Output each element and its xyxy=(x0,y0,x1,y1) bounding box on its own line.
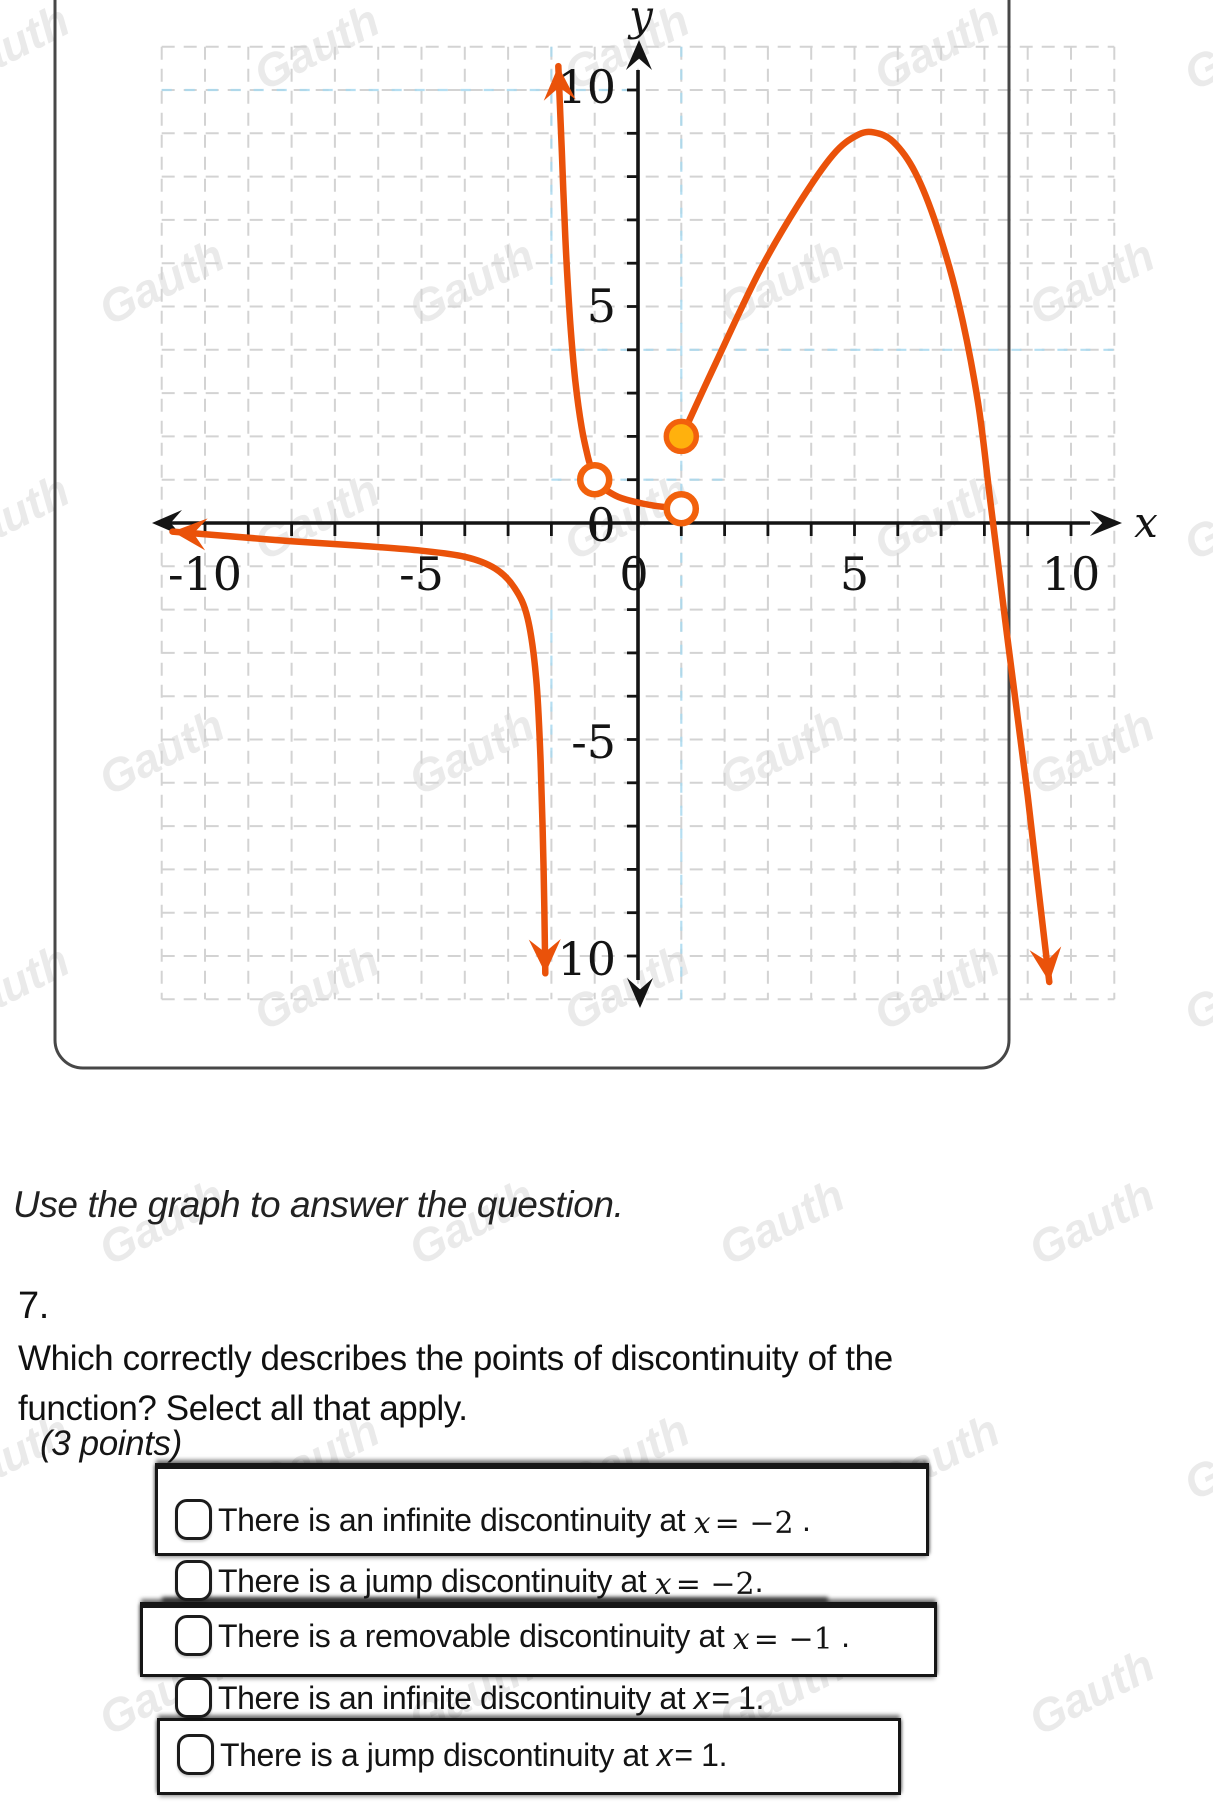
axis-tick-label: 0 xyxy=(586,498,615,552)
axis-tick-label: 5 xyxy=(587,279,616,333)
axis-tick-label: 5 xyxy=(840,547,869,601)
axis-tick-label: 10 xyxy=(557,932,616,986)
option-checkbox-3-unchecked[interactable] xyxy=(175,1614,212,1656)
curve-arrow xyxy=(1029,946,1062,982)
axis-tick-label: 0 xyxy=(619,547,648,601)
gauth-watermark: Gauth xyxy=(1020,1168,1163,1276)
curve-right-piece-from-closed-point xyxy=(684,128,1053,986)
curve-arrow xyxy=(543,66,576,101)
axis-tick-label: -5 xyxy=(571,715,616,769)
axis-tick-label: 10 xyxy=(1042,547,1101,601)
option-checkbox-2-unchecked[interactable] xyxy=(175,1559,212,1601)
axis-tick-label: -10 xyxy=(168,547,242,601)
question-line-2: function? Select all that apply. xyxy=(18,1389,468,1428)
option-row-5[interactable]: There is a jump discontinuity at x= 1. xyxy=(177,1731,727,1777)
option-checkbox-1-unchecked[interactable] xyxy=(175,1498,212,1540)
curve-right-branch-of-asymptote-to-hole xyxy=(555,62,597,479)
axis-tick-label: x xyxy=(1134,498,1158,547)
axis-tick-label: y xyxy=(627,0,654,40)
gauth-watermark: Gauth xyxy=(1020,1638,1163,1746)
gauth-watermark: Gauth xyxy=(710,1168,853,1276)
y-axis-arrow-up xyxy=(626,40,652,70)
option-checkbox-4-unchecked[interactable] xyxy=(175,1676,212,1718)
closed-point xyxy=(663,418,700,455)
option-checkbox-5-unchecked[interactable] xyxy=(177,1733,214,1775)
option-card-1 xyxy=(155,1463,929,1556)
points-label: (3 points) xyxy=(40,1424,182,1463)
curve-left-branch-of-asymptote xyxy=(169,528,549,977)
option-label-5: There is a jump discontinuity at x= 1. xyxy=(220,1736,728,1773)
curve-arrow xyxy=(528,939,561,974)
curve-arrow xyxy=(172,518,208,551)
option-label-2: There is a jump discontinuity at x = −2. xyxy=(218,1562,764,1602)
option-row-2[interactable]: There is a jump discontinuity at x = −2. xyxy=(175,1557,764,1603)
x-axis-arrow-right xyxy=(1090,510,1122,536)
question-text: Which correctly describes the points of … xyxy=(18,1334,893,1434)
open-point xyxy=(576,461,613,498)
question-number: 7. xyxy=(18,1285,49,1327)
option-card-3 xyxy=(140,1602,937,1677)
option-row-4[interactable]: There is an infinite discontinuity at x=… xyxy=(175,1674,764,1720)
option-label-4: There is an infinite discontinuity at x=… xyxy=(218,1679,765,1716)
option-label-1: There is an infinite discontinuity at x =… xyxy=(218,1501,811,1541)
y-axis-arrow-down xyxy=(627,978,653,1008)
option-label-3: There is a removable discontinuity at x =… xyxy=(218,1617,850,1657)
question-line-1: Which correctly describes the points of … xyxy=(18,1339,893,1378)
option-card-5 xyxy=(157,1718,901,1795)
option-row-3[interactable]: There is a removable discontinuity at x =… xyxy=(175,1612,850,1658)
instruction-text: Use the graph to answer the question. xyxy=(13,1184,624,1225)
open-point xyxy=(663,490,700,527)
shadow-smudge xyxy=(162,1597,828,1604)
axis-tick-label: -5 xyxy=(399,547,444,601)
gauth-watermark: Gauth xyxy=(1175,1403,1213,1511)
option-row-1[interactable]: There is an infinite discontinuity at x =… xyxy=(175,1496,811,1542)
graph-card-border xyxy=(53,0,1011,1070)
